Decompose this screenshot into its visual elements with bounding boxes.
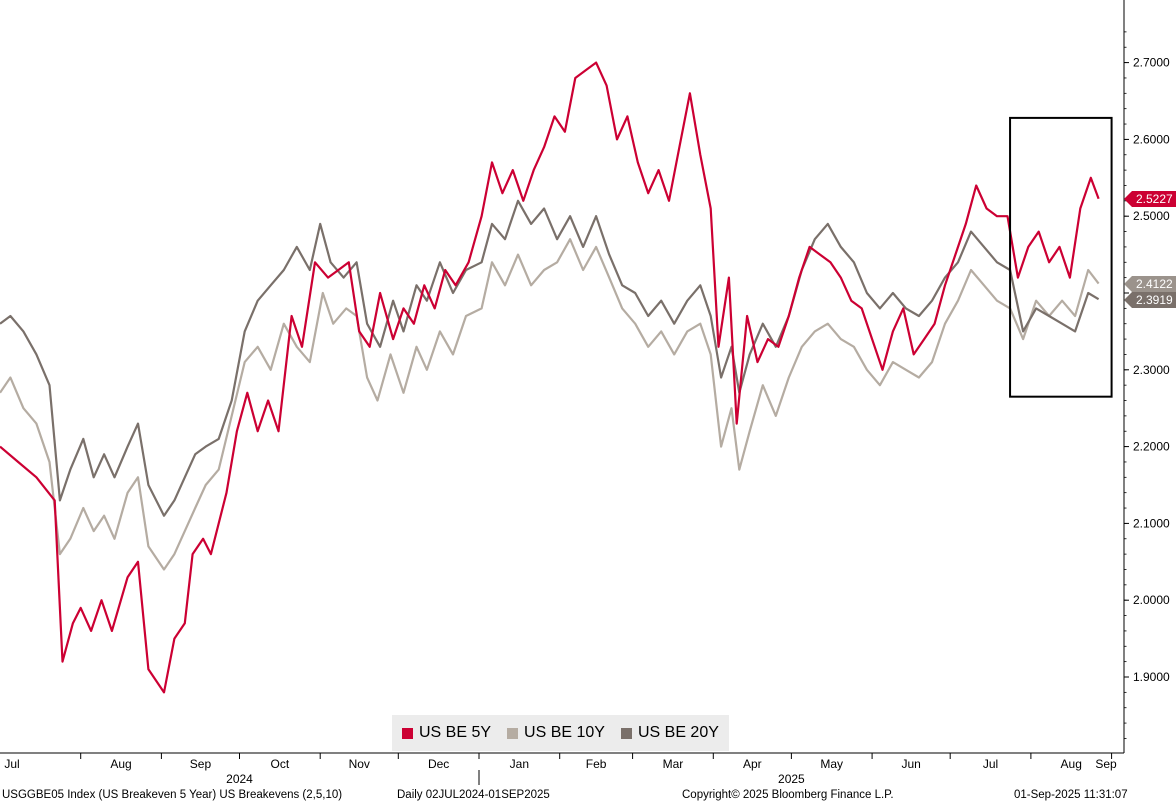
x-tick-label: Jul: [4, 757, 19, 771]
legend: US BE 5Y US BE 10Y US BE 20Y: [392, 715, 729, 751]
axes: 1.90002.00002.10002.20002.30002.40002.50…: [0, 0, 1170, 786]
x-tick-label: Aug: [1061, 757, 1082, 771]
value-tag-5y: 2.5227: [1124, 190, 1176, 207]
x-tick-label: Sep: [1095, 757, 1117, 771]
x-tick-label: May: [820, 757, 843, 771]
footer-timestamp: 01-Sep-2025 11:31:07: [1014, 789, 1128, 801]
legend-item-20y[interactable]: US BE 20Y: [620, 724, 719, 742]
x-tick-label: Apr: [743, 757, 762, 771]
highlight-box: [1009, 116, 1113, 398]
x-tick-label: Jun: [901, 757, 920, 771]
legend-item-5y[interactable]: US BE 5Y: [402, 724, 491, 742]
y-tick-label: 2.1000: [1133, 516, 1170, 530]
series-line-20y: [0, 199, 1100, 517]
x-tick-label: Jul: [983, 757, 998, 771]
x-tick-label: Dec: [428, 757, 449, 771]
y-tick-label: 2.5000: [1133, 209, 1170, 223]
x-tick-label: Mar: [663, 757, 684, 771]
y-tick-label: 1.9000: [1133, 670, 1170, 684]
value-tag-20y: 2.3919: [1124, 291, 1176, 308]
year-label-2024: 2024: [226, 772, 253, 786]
y-tick-label: 2.2000: [1133, 440, 1170, 454]
footer-ticker: USGGBE05 Index (US Breakeven 5 Year) US …: [2, 789, 343, 801]
series-line-10y: [0, 238, 1100, 571]
x-tick-label: Nov: [349, 757, 370, 771]
legend-label-20y: US BE 20Y: [637, 724, 719, 741]
y-tick-label: 2.0000: [1133, 593, 1170, 607]
y-tick-label: 2.7000: [1133, 56, 1170, 70]
y-tick-label: 2.3000: [1133, 363, 1170, 377]
year-label-2025: 2025: [778, 772, 805, 786]
x-tick-label: Sep: [190, 757, 212, 771]
x-tick-label: Oct: [271, 757, 290, 771]
x-tick-label: Jan: [510, 757, 529, 771]
x-tick-label: Feb: [586, 757, 607, 771]
legend-swatch-5y: [402, 727, 413, 739]
legend-label-10y: US BE 10Y: [524, 724, 605, 741]
x-tick-label: Aug: [110, 757, 131, 771]
legend-swatch-20y: [620, 727, 632, 739]
footer-range: Daily 02JUL2024-01SEP2025: [397, 789, 550, 801]
footer-copyright: Copyright© 2025 Bloomberg Finance L.P.: [682, 789, 894, 801]
value-tag-10y: 2.4122: [1124, 275, 1176, 292]
y-tick-label: 2.6000: [1133, 132, 1170, 146]
legend-item-10y[interactable]: US BE 10Y: [507, 724, 605, 742]
legend-label-5y: US BE 5Y: [419, 724, 492, 741]
plot-area: [0, 61, 1113, 694]
series-line-5y: [0, 61, 1100, 694]
legend-swatch-10y: [507, 727, 519, 739]
